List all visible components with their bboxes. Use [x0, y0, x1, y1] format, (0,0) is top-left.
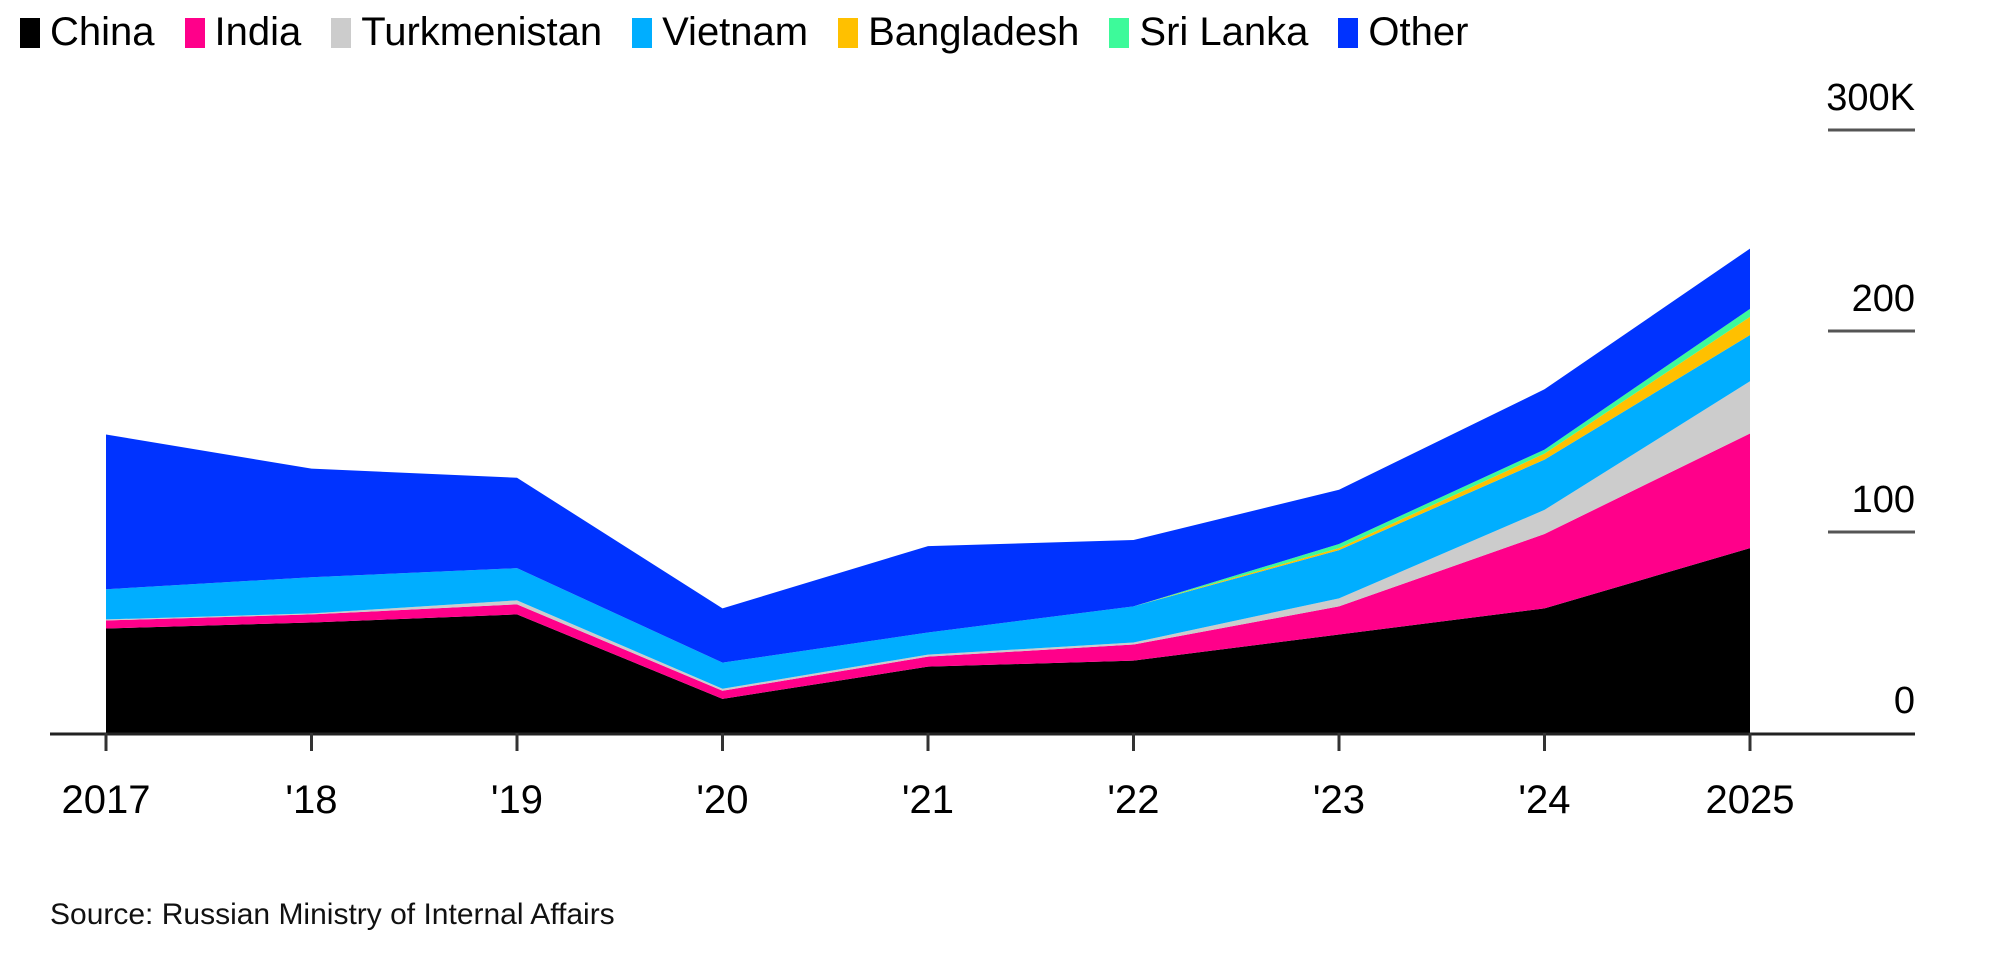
legend-item-other: Other [1338, 10, 1468, 55]
y-tick-label: 300K [1826, 77, 1915, 119]
x-tick-label: '18 [285, 778, 337, 822]
legend-item-sri-lanka: Sri Lanka [1109, 10, 1308, 55]
legend-swatch [838, 17, 859, 48]
x-tick-label: '19 [491, 778, 543, 822]
legend-item-vietnam: Vietnam [632, 10, 808, 55]
x-tick-label: 2025 [1706, 778, 1795, 822]
legend-item-turkmenistan: Turkmenistan [331, 10, 602, 55]
x-tick-label: '20 [696, 778, 748, 822]
legend-label: China [50, 10, 155, 54]
area-other [106, 248, 1750, 663]
area-india [106, 433, 1750, 699]
y-tick-label: 100 [1852, 479, 1915, 521]
legend-swatch [20, 17, 40, 48]
stacked-area-chart: 0 100 200 300K 2017 '18 '19 '20 '21 '22 '23 '24 2025 [50, 77, 1915, 822]
y-tick-label: 200 [1852, 278, 1915, 320]
legend-label: Bangladesh [868, 10, 1080, 54]
legend-swatch [331, 17, 352, 48]
legend-label: Sri Lanka [1139, 10, 1309, 54]
legend-item-india: India [184, 10, 302, 55]
legend-swatch [184, 17, 205, 48]
legend-swatch [632, 17, 653, 48]
x-tick-label: '22 [1107, 778, 1159, 822]
x-tick-label: 2017 [62, 778, 151, 822]
area-china [106, 548, 1750, 733]
area-vietnam [106, 335, 1750, 689]
chart-legend: China India Turkmenistan Vietnam Bangladesh S… [20, 10, 1468, 55]
legend-label: Vietnam [662, 10, 809, 54]
x-tick-label: '24 [1518, 778, 1570, 822]
legend-label: India [214, 10, 302, 54]
source-note: Source: Russian Ministry of Internal Aff… [50, 898, 615, 931]
legend-label: Other [1368, 10, 1469, 54]
y-tick-label: 0 [1894, 680, 1915, 722]
x-tick-label: '21 [902, 778, 954, 822]
legend-swatch [1109, 17, 1130, 48]
legend-item-china: China [20, 10, 155, 55]
legend-label: Turkmenistan [361, 10, 603, 54]
legend-swatch [1338, 17, 1359, 48]
x-tick-label: '23 [1313, 778, 1365, 822]
legend-item-bangladesh: Bangladesh [838, 10, 1079, 55]
